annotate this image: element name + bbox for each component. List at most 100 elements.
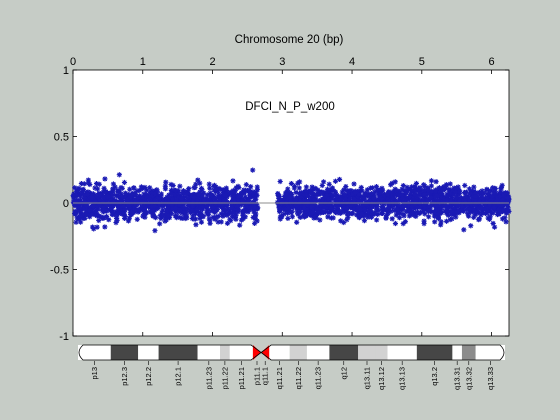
data-point — [375, 187, 381, 193]
data-point — [447, 190, 453, 196]
data-point — [168, 194, 174, 200]
data-point — [473, 194, 479, 200]
data-point — [175, 191, 181, 197]
data-point — [486, 216, 493, 222]
band-label: p12.3 — [120, 367, 129, 386]
data-point — [118, 185, 124, 191]
data-point — [339, 194, 346, 201]
data-point — [277, 208, 283, 214]
data-point — [286, 207, 292, 213]
data-point — [464, 206, 470, 212]
band-label: q11.21 — [275, 367, 284, 389]
data-point — [461, 227, 467, 233]
data-point — [97, 197, 103, 203]
data-point — [405, 186, 411, 193]
data-point — [499, 197, 506, 203]
data-point — [294, 219, 300, 225]
data-point — [438, 210, 445, 216]
data-point — [299, 189, 305, 196]
data-point — [168, 211, 174, 217]
data-point — [377, 194, 383, 200]
data-point — [216, 185, 222, 192]
data-point — [213, 208, 219, 215]
data-point — [233, 216, 239, 222]
data-point — [472, 212, 478, 218]
data-point — [428, 178, 435, 184]
data-point — [80, 187, 86, 193]
data-point — [285, 215, 291, 222]
data-point — [254, 187, 261, 193]
chart-title: Chromosome 20 (bp) — [235, 34, 344, 46]
chromosome-band — [229, 345, 253, 360]
data-point — [169, 203, 176, 209]
band-label: p11.1 — [252, 367, 261, 385]
data-point — [469, 203, 475, 209]
data-point — [208, 192, 214, 198]
data-point — [206, 181, 212, 187]
band-label: q13.32 — [464, 367, 473, 390]
band-label: p13 — [90, 367, 99, 380]
data-point — [177, 183, 183, 189]
data-point — [351, 196, 358, 203]
data-point — [345, 210, 351, 216]
data-point — [215, 219, 221, 225]
data-point — [468, 223, 474, 229]
data-point — [111, 201, 117, 207]
data-point — [186, 185, 192, 192]
data-point — [411, 204, 417, 210]
data-point — [323, 189, 329, 195]
data-point — [416, 201, 423, 207]
data-point — [447, 181, 453, 187]
data-point — [496, 193, 503, 200]
data-point — [311, 215, 317, 221]
data-point — [318, 207, 324, 213]
data-point — [401, 213, 407, 219]
data-point — [425, 185, 431, 191]
data-point — [285, 186, 291, 192]
data-point — [484, 194, 490, 201]
data-point — [192, 208, 198, 214]
data-point — [81, 198, 87, 205]
data-point — [194, 197, 200, 203]
data-point — [501, 190, 507, 196]
data-point — [179, 195, 185, 202]
data-point — [133, 198, 139, 204]
data-point — [116, 172, 122, 178]
data-point — [289, 208, 295, 214]
data-point — [401, 202, 408, 208]
data-point — [441, 184, 447, 190]
data-point — [149, 204, 155, 210]
data-point — [137, 187, 143, 193]
data-point — [504, 201, 510, 207]
data-point — [425, 187, 431, 194]
data-point — [441, 203, 447, 209]
data-point — [132, 202, 138, 208]
data-point — [274, 199, 281, 206]
data-point — [199, 193, 205, 199]
data-point — [191, 216, 197, 222]
data-point — [230, 192, 236, 198]
data-point — [406, 213, 412, 219]
data-point — [423, 201, 429, 207]
data-point — [144, 194, 150, 200]
data-point — [454, 185, 460, 191]
data-point — [325, 204, 331, 210]
data-point — [477, 198, 483, 205]
data-point — [163, 217, 169, 223]
data-point — [396, 198, 402, 204]
data-point — [432, 219, 438, 225]
data-point — [162, 183, 168, 189]
data-point — [228, 189, 234, 195]
data-point — [482, 210, 489, 217]
data-point — [343, 183, 349, 190]
chromosome-band — [416, 345, 453, 360]
y-tick-label: 0 — [63, 198, 69, 210]
data-point — [419, 193, 425, 199]
data-point — [229, 213, 236, 219]
data-point — [354, 194, 360, 200]
data-point — [170, 182, 176, 189]
data-point — [500, 207, 507, 213]
data-point — [247, 194, 253, 200]
data-point — [204, 209, 210, 216]
data-point — [490, 210, 496, 216]
